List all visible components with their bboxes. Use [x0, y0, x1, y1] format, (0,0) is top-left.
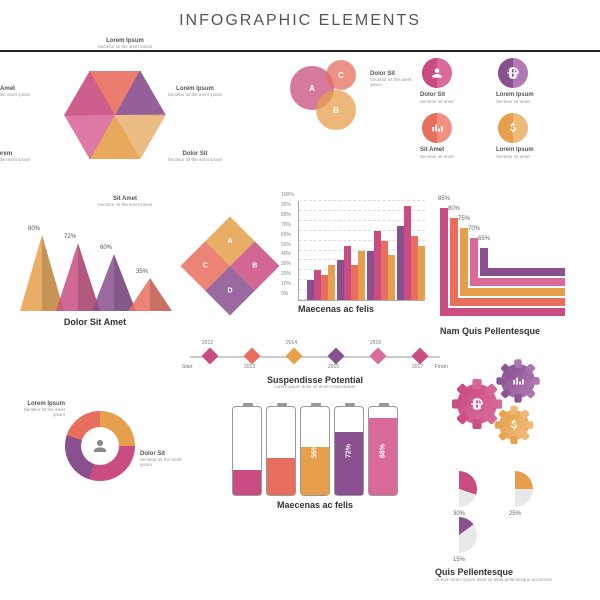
- timeline: Suspendisse Potential Lorem ipsum dolor …: [190, 344, 440, 389]
- pies-sub: Ut eum lorem ipsum dolor sit amet pellen…: [435, 577, 585, 582]
- page-title: INFOGRAPHIC ELEMENTS: [14, 12, 586, 30]
- barchart-title: Maecenas ac felis: [298, 304, 425, 314]
- battery-bars: 28%42%55%72%88% Maecenas ac felis: [215, 406, 415, 536]
- pie-row: 30%25%15% Quis Pellentesque Ut eum lorem…: [435, 471, 585, 551]
- venn-sub: Sectetur sit the amet ipsum: [370, 77, 420, 87]
- infographic-grid: Lorem IpsumSectetur sit the amet ipsumLo…: [0, 56, 600, 596]
- icon-circles: Dolor SitSectetur sit ametLorem IpsumSec…: [420, 56, 580, 166]
- gears: [435, 356, 585, 466]
- concentric-bars: Nam Quis Pellentesque 85%80%75%70%65%: [440, 196, 585, 336]
- peaks-title: Dolor Sit Amet: [10, 317, 180, 327]
- pies-title: Quis Pellentesque: [435, 567, 585, 577]
- hexagon-chart: Lorem IpsumSectetur sit the amet ipsumLo…: [15, 56, 215, 206]
- bar-chart: 0%10%20%30%40%50%60%70%80%90%100% Maecen…: [280, 201, 425, 336]
- diamond-chart: ABCD: [181, 217, 280, 316]
- donut-chart: Lorem IpsumSectetur sit the amet ipsum D…: [15, 401, 190, 521]
- timeline-sub: Lorem ipsum dolor sit amet consectetuer: [190, 384, 440, 389]
- conc-title: Nam Quis Pellentesque: [440, 326, 540, 336]
- venn-diagram: Dolor Sit Sectetur sit the amet ipsum AB…: [270, 56, 410, 156]
- battery-title: Maecenas ac felis: [215, 500, 415, 510]
- triangle-chart: 80%72%60%35% Dolor Sit Amet: [10, 216, 180, 346]
